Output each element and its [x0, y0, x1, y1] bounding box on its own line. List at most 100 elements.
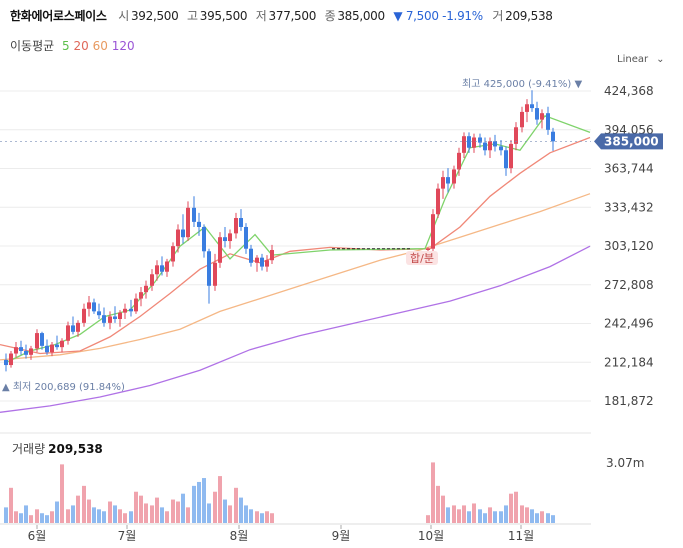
volume-bar	[160, 507, 164, 523]
volume-bar	[431, 462, 435, 523]
volume-bar	[66, 509, 70, 523]
candle-body	[239, 218, 243, 227]
volume-bar	[493, 511, 497, 523]
candle-body	[45, 345, 49, 353]
ma-legend[interactable]: 이동평균 5 20 60 120	[10, 37, 135, 54]
candle-body	[97, 311, 101, 316]
candle-body	[478, 137, 482, 143]
chevron-down-icon: ⌄	[656, 54, 665, 65]
change-value: ▼ 7,500 -1.91%	[393, 9, 483, 23]
volume-bar	[467, 511, 471, 523]
candle-body	[134, 298, 138, 312]
volume-bar	[244, 505, 248, 523]
candle-body	[551, 131, 555, 142]
volume-bar	[155, 497, 159, 523]
volume-bar	[139, 495, 143, 523]
candle-body	[139, 292, 143, 299]
candle-body	[150, 274, 154, 286]
candle-body	[50, 344, 54, 353]
candle-body	[270, 249, 274, 261]
y-tick-label: 333,432	[604, 200, 654, 214]
ma-legend-title: 이동평균	[10, 39, 55, 53]
candle-body	[446, 177, 450, 184]
candle-body	[452, 169, 456, 184]
volume-bar	[144, 503, 148, 523]
ma120-legend: 120	[111, 39, 135, 53]
candle-body	[192, 207, 196, 222]
volume-bar	[514, 491, 518, 523]
candle-body	[462, 136, 466, 153]
candle-body	[260, 257, 264, 267]
candle-body	[546, 113, 550, 130]
volume-bar	[249, 509, 253, 523]
scale-mode-dropdown[interactable]: Linear ⌄	[617, 51, 664, 65]
volume-bar	[452, 505, 456, 523]
candle-body	[181, 229, 185, 238]
candle-body	[202, 226, 206, 252]
candle-body	[244, 226, 248, 249]
volume-bar	[45, 515, 49, 523]
x-tick-label: 9월	[332, 529, 351, 543]
volume-bar	[129, 511, 133, 523]
candle-body	[24, 350, 28, 355]
ma60-legend: 60	[92, 39, 108, 53]
volume-bar	[546, 513, 550, 523]
volume-bar	[446, 507, 450, 523]
volume-bar	[82, 485, 86, 523]
volume-bar	[530, 509, 534, 523]
close-value: 385,000	[337, 9, 385, 23]
volume-bar	[483, 513, 487, 523]
candle-body	[155, 265, 159, 275]
volume-bar	[165, 511, 169, 523]
candle-body	[488, 141, 492, 151]
ma5-line	[5, 115, 591, 364]
volume-bar	[441, 495, 445, 523]
candle-body	[102, 315, 106, 323]
volume-bar	[97, 509, 101, 523]
candle-body	[457, 152, 461, 170]
high-value: 395,500	[199, 9, 248, 23]
candle-body	[514, 127, 518, 144]
high-label: 고	[186, 9, 198, 23]
volume-panel-title: 거래량	[12, 442, 46, 456]
volume-bar	[234, 487, 238, 523]
x-tick-label: 6월	[28, 529, 47, 543]
candle-body	[197, 221, 201, 227]
candle-body	[14, 347, 18, 354]
volume-bar	[509, 493, 513, 523]
volume-bar	[4, 507, 8, 523]
volume-bar	[499, 511, 503, 523]
volume-bar	[472, 503, 476, 523]
y-tick-label: 303,120	[604, 239, 654, 253]
candle-body	[530, 104, 534, 109]
candle-body	[165, 261, 169, 272]
volume-bar	[255, 511, 259, 523]
ma120-line	[0, 245, 591, 413]
scale-mode-label: Linear	[617, 54, 649, 65]
quote-header: 한화에어로스페이스 시 392,500 고 395,500 저 377,500 종 38…	[10, 7, 558, 24]
volume-bar	[478, 509, 482, 523]
volume-bar	[265, 511, 269, 523]
volume-bar	[540, 511, 544, 523]
volume-axis-label: 3.07m	[606, 456, 644, 470]
low-annotation: ▲ 최저 200,689 (91.84%)	[2, 381, 125, 393]
volume-bar	[426, 515, 430, 523]
candle-body	[40, 333, 44, 346]
candle-body	[504, 150, 508, 169]
candle-body	[540, 113, 544, 120]
volume-bar	[504, 505, 508, 523]
candle-body	[213, 262, 217, 286]
candle-body	[76, 322, 80, 332]
candle-body	[223, 237, 227, 242]
candle-body	[265, 260, 269, 267]
volume-bar	[239, 497, 243, 523]
candle-body	[249, 248, 253, 263]
x-tick-label: 11월	[508, 529, 534, 543]
ma20-line	[0, 136, 591, 355]
candle-body	[129, 308, 133, 312]
candle-body	[29, 348, 33, 355]
candle-body	[71, 325, 75, 332]
candle-body	[19, 347, 23, 351]
candle-body	[66, 325, 70, 341]
